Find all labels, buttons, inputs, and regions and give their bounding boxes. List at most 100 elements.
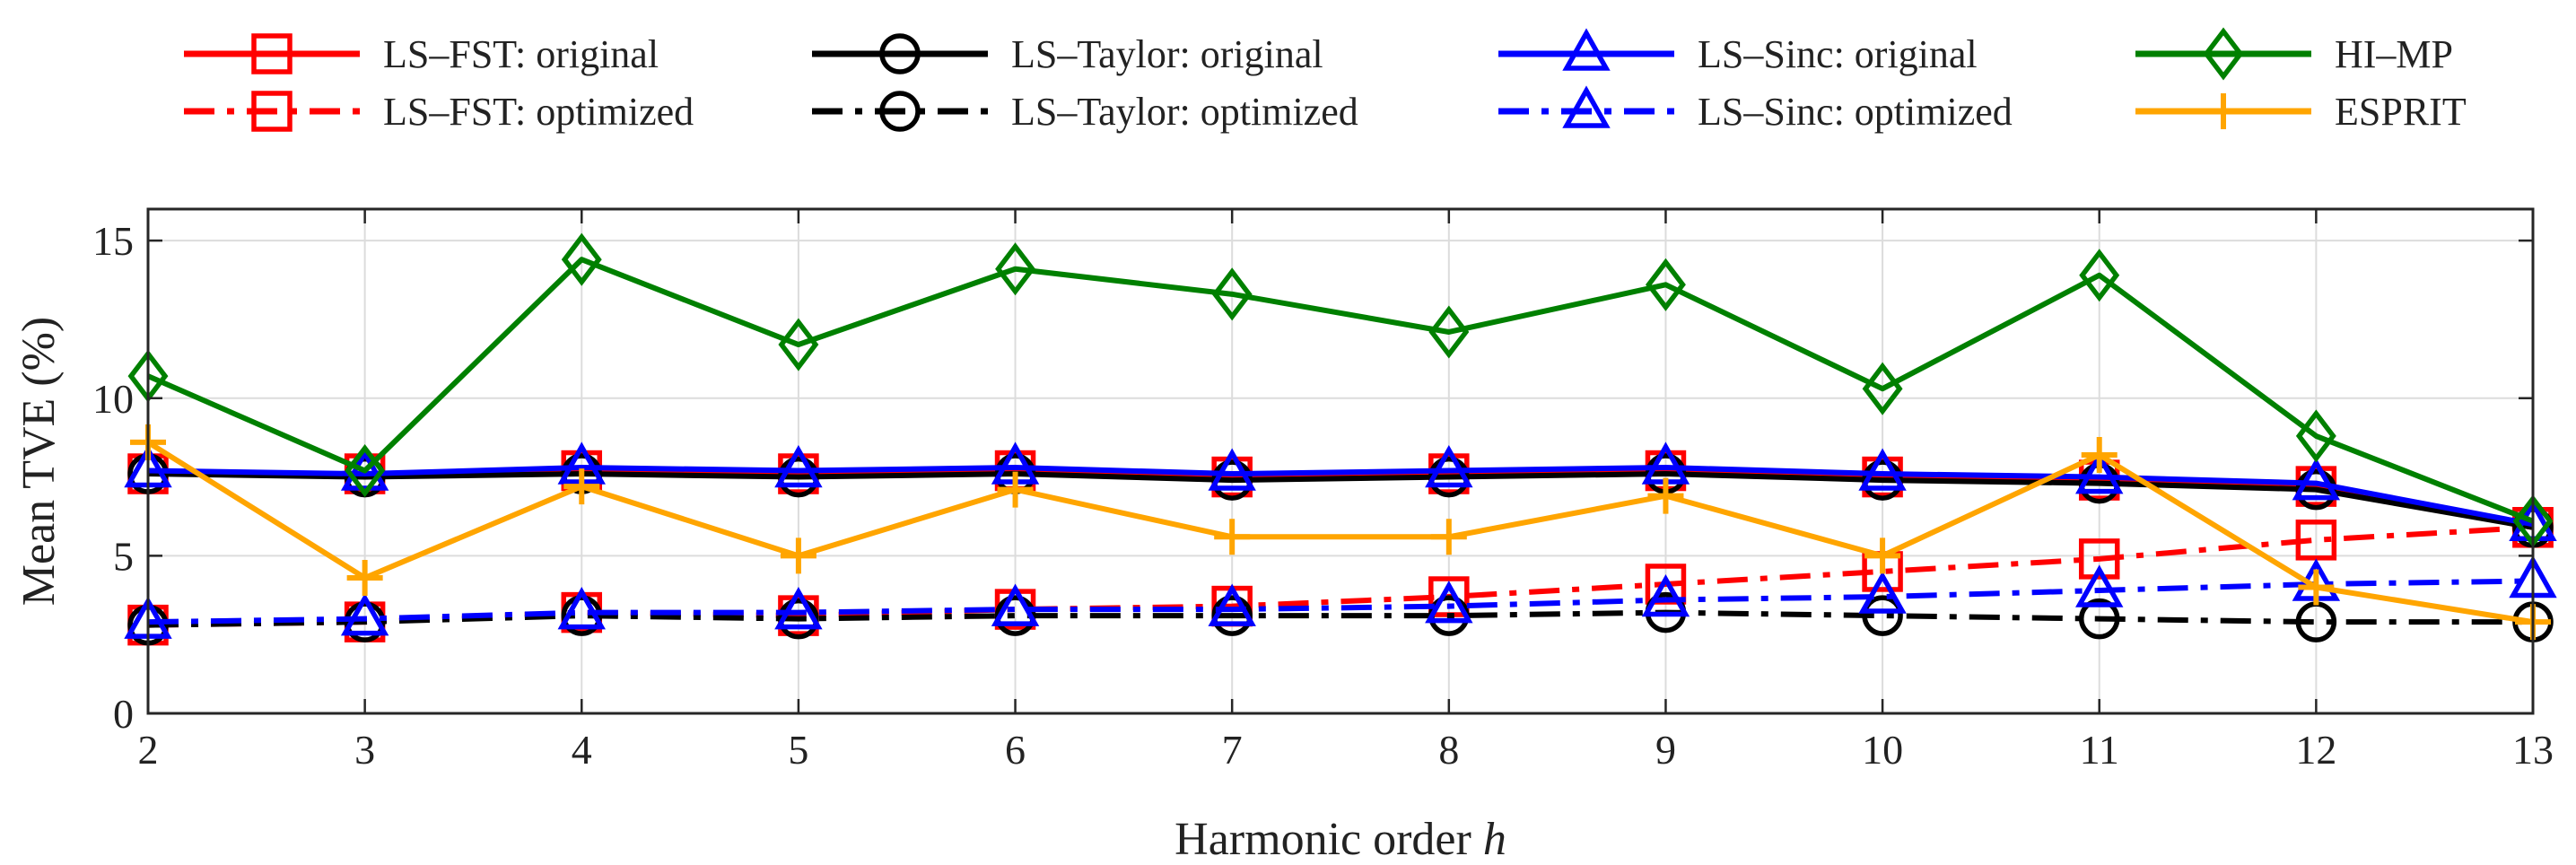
- data-point-esprit: [997, 471, 1034, 508]
- data-point-ls-sinc-optimized: [991, 583, 1040, 626]
- data-point-ls-sinc-original: [1425, 444, 1473, 488]
- data-point-ls-sinc-optimized: [1641, 573, 1690, 617]
- data-point-ls-sinc-optimized: [774, 587, 823, 630]
- plot-frame: [146, 207, 2535, 715]
- legend-label: LS–FST: optimized: [383, 90, 694, 134]
- data-point-esprit: [2081, 436, 2118, 473]
- series-ls-taylor-optimized: [127, 591, 2554, 646]
- data-point-ls-sinc-optimized: [1858, 571, 1907, 614]
- legend-marker: [879, 91, 921, 132]
- legend-marker: [1562, 28, 1611, 71]
- legend-label: LS–Taylor: original: [1011, 32, 1323, 76]
- data-point-hi-mp: [1646, 258, 1686, 311]
- series-line-ls-sinc-optimized: [147, 578, 2534, 625]
- series-hi-mp: [127, 232, 2554, 548]
- x-tick-label: 8: [1438, 727, 1459, 773]
- data-point-ls-taylor-optimized: [344, 601, 386, 642]
- y-axis-label: Mean TVE (%): [13, 317, 65, 607]
- data-point-hi-mp: [1862, 362, 1903, 415]
- data-point-esprit: [346, 559, 383, 596]
- legend-item-ls-taylor-optimized: LS–Taylor: optimized: [812, 90, 1358, 134]
- legend-label: LS–Sinc: optimized: [1698, 90, 2013, 134]
- legend-marker: [251, 91, 293, 132]
- data-point-ls-sinc-original: [1858, 448, 1907, 491]
- legend-label: HI–MP: [2335, 32, 2453, 76]
- series-line-hi-mp: [146, 257, 2535, 524]
- legend-item-ls-fst-optimized: LS–FST: optimized: [184, 90, 694, 134]
- legend-marker: [1562, 85, 1611, 128]
- legend-label: LS–FST: original: [383, 32, 659, 76]
- legend-item-ls-sinc-optimized: LS–Sinc: optimized: [1498, 85, 2013, 134]
- data-point-esprit: [2298, 569, 2335, 606]
- x-axis-label-symbol: h: [1483, 814, 1506, 865]
- data-point-ls-sinc-optimized: [1208, 583, 1256, 626]
- data-point-hi-mp: [1428, 305, 1470, 359]
- data-point-esprit: [780, 537, 816, 574]
- x-tick-label: 12: [2295, 727, 2336, 773]
- data-point-hi-mp: [995, 242, 1035, 296]
- legend-item-ls-sinc-original: LS–Sinc: original: [1498, 28, 1978, 76]
- series-ls-fst-optimized: [127, 507, 2554, 646]
- y-tick-label: 15: [92, 218, 134, 264]
- data-point-ls-taylor-optimized: [2078, 598, 2120, 640]
- data-point-ls-sinc-optimized: [340, 593, 389, 636]
- data-point-hi-mp: [561, 232, 602, 286]
- data-point-ls-sinc-optimized: [1425, 580, 1473, 624]
- x-tick-label: 13: [2512, 727, 2554, 773]
- data-point-esprit: [563, 468, 600, 505]
- series-layer: [124, 232, 2557, 646]
- series-line-esprit: [146, 440, 2534, 625]
- legend: LS–FST: original LS–FST: optimized LS–Tayl…: [184, 27, 2467, 134]
- data-point-hi-mp: [2079, 249, 2120, 302]
- data-point-ls-fst-optimized: [2295, 520, 2337, 561]
- series-line-ls-fst-optimized: [147, 524, 2534, 628]
- series-line-ls-taylor-original: [147, 471, 2534, 530]
- data-point-hi-mp: [1211, 267, 1253, 321]
- legend-marker: [251, 33, 293, 74]
- x-axis-label-text: Harmonic order: [1174, 814, 1471, 865]
- legend-item-ls-taylor-original: LS–Taylor: original: [812, 32, 1323, 76]
- data-point-ls-sinc-original: [340, 448, 389, 491]
- data-point-ls-sinc-optimized: [557, 587, 606, 630]
- x-tick-label: 3: [354, 727, 375, 773]
- legend-label: LS–Sinc: original: [1698, 32, 1978, 76]
- data-point-ls-fst-optimized: [2078, 538, 2120, 580]
- y-tick-label: 0: [113, 691, 134, 737]
- data-point-hi-mp: [2295, 409, 2336, 463]
- y-tick-label: 10: [92, 376, 134, 422]
- data-point-ls-sinc-original: [774, 444, 823, 488]
- data-point-esprit: [1430, 519, 1467, 555]
- x-tick-label: 2: [138, 727, 159, 773]
- legend-item-esprit: ESPRIT: [2135, 90, 2467, 134]
- series-ls-sinc-optimized: [124, 555, 2557, 639]
- data-point-ls-sinc-original: [2075, 450, 2124, 494]
- x-tick-label: 7: [1222, 727, 1243, 773]
- data-point-ls-sinc-optimized: [2075, 564, 2124, 607]
- series-ls-fst-original: [127, 450, 2554, 548]
- data-point-esprit: [1647, 477, 1684, 514]
- data-point-ls-taylor-optimized: [561, 595, 603, 636]
- legend-marker: [2205, 93, 2241, 129]
- x-tick-label: 5: [788, 727, 808, 773]
- grid: [147, 209, 2534, 714]
- legend-item-ls-fst-original: LS–FST: original: [184, 32, 659, 76]
- data-point-ls-sinc-original: [2292, 457, 2341, 501]
- data-point-esprit: [1864, 537, 1901, 574]
- legend-item-hi-mp: HI–MP: [2135, 27, 2453, 81]
- x-tick-label: 9: [1655, 727, 1676, 773]
- y-tick-label: 5: [113, 533, 134, 579]
- data-point-ls-taylor-optimized: [1862, 595, 1903, 636]
- data-point-hi-mp: [345, 443, 386, 498]
- x-tick-label: 4: [572, 727, 592, 773]
- x-tick-label: 10: [1862, 727, 1903, 773]
- series-line-ls-taylor-optimized: [147, 609, 2533, 628]
- legend-marker: [879, 33, 921, 74]
- series-esprit: [130, 424, 2551, 641]
- data-point-hi-mp: [778, 318, 819, 371]
- x-tick-label: 11: [2080, 727, 2119, 773]
- ticks: 2 3 4 5 6 7 8 9 10 11 12 13 0 5 10 15: [92, 209, 2554, 773]
- data-point-esprit: [1214, 519, 1251, 555]
- legend-label: LS–Taylor: optimized: [1011, 90, 1358, 134]
- x-axis-label: Harmonic order h: [1174, 814, 1506, 865]
